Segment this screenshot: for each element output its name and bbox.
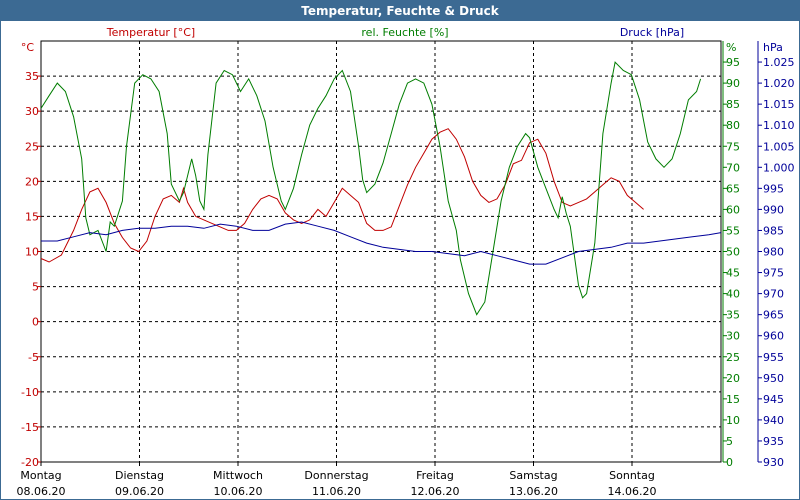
temp-axis-title: Temperatur [°C]	[106, 26, 195, 39]
press-tick-label: 985	[763, 224, 784, 237]
press-tick-label: 1.005	[763, 140, 795, 153]
series-lines	[40, 61, 722, 316]
hum-tick-label: 15	[726, 393, 740, 406]
temp-tick-label: 35	[25, 70, 39, 83]
press-tick-label: 970	[763, 288, 784, 301]
x-tick-date: 13.06.20	[509, 485, 558, 498]
temp-tick-label: -15	[21, 421, 39, 434]
temp-tick-label: 10	[25, 246, 39, 259]
hum-tick-label: 80	[726, 119, 740, 132]
press-tick-label: 980	[763, 246, 784, 259]
hum-tick-label: 25	[726, 351, 740, 364]
chart-title: Temperatur, Feuchte & Druck	[1, 1, 799, 21]
press-tick-label: 945	[763, 393, 784, 406]
x-tick-day: Freitag	[416, 469, 454, 482]
hum-tick-label: 30	[726, 330, 740, 343]
press-tick-label: 1.010	[763, 119, 795, 132]
hum-tick-label: 20	[726, 372, 740, 385]
hum-tick-label: 35	[726, 309, 740, 322]
hum-tick-label: 60	[726, 203, 740, 216]
hum-tick-label: 85	[726, 98, 740, 111]
hum-tick-label: 45	[726, 267, 740, 280]
hum-unit: %	[726, 41, 736, 54]
temp-tick-label: -5	[28, 351, 39, 364]
temp-tick-label: -20	[21, 456, 39, 469]
press-tick-label: 930	[763, 456, 784, 469]
temp-tick-label: 25	[25, 140, 39, 153]
hum-tick-label: 0	[726, 456, 733, 469]
humidity-line	[40, 61, 702, 316]
x-tick-day: Mittwoch	[213, 469, 263, 482]
press-unit: hPa	[763, 41, 783, 54]
temp-tick-label: 20	[25, 175, 39, 188]
press-tick-label: 995	[763, 182, 784, 195]
x-tick-date: 11.06.20	[312, 485, 361, 498]
hum-tick-label: 10	[726, 414, 740, 427]
hum-tick-label: 50	[726, 246, 740, 259]
x-tick-date: 09.06.20	[115, 485, 164, 498]
x-tick-day: Donnerstag	[304, 469, 368, 482]
pressure-line	[41, 221, 722, 265]
press-axis-title: Druck [hPa]	[620, 26, 684, 39]
hum-tick-label: 55	[726, 224, 740, 237]
temp-tick-label: -10	[21, 386, 39, 399]
x-tick-day: Samstag	[509, 469, 557, 482]
axes	[37, 40, 762, 466]
press-tick-label: 965	[763, 309, 784, 322]
x-tick-day: Dienstag	[115, 469, 164, 482]
press-tick-label: 960	[763, 330, 784, 343]
hum-tick-label: 70	[726, 161, 740, 174]
temperature-line	[40, 128, 644, 263]
temp-tick-label: 5	[32, 281, 39, 294]
temp-tick-label: 15	[25, 210, 39, 223]
press-tick-label: 940	[763, 414, 784, 427]
press-tick-label: 1.025	[763, 56, 795, 69]
press-tick-label: 950	[763, 372, 784, 385]
x-tick-date: 08.06.20	[17, 485, 66, 498]
temp-tick-label: 30	[25, 105, 39, 118]
hum-axis-title: rel. Feuchte [%]	[361, 26, 448, 39]
temp-tick-label: 0	[32, 316, 39, 329]
hum-tick-label: 5	[726, 435, 733, 448]
press-tick-label: 955	[763, 351, 784, 364]
hum-tick-label: 75	[726, 140, 740, 153]
x-tick-date: 10.06.20	[214, 485, 263, 498]
press-tick-label: 1.000	[763, 161, 795, 174]
hum-tick-label: 95	[726, 56, 740, 69]
hum-tick-label: 90	[726, 77, 740, 90]
temp-unit: °C	[21, 41, 35, 54]
press-tick-label: 935	[763, 435, 784, 448]
press-tick-label: 975	[763, 267, 784, 280]
press-tick-label: 1.015	[763, 98, 795, 111]
grid	[41, 41, 721, 462]
hum-tick-label: 65	[726, 182, 740, 195]
hum-tick-label: 40	[726, 288, 740, 301]
press-tick-label: 990	[763, 203, 784, 216]
x-tick-date: 12.06.20	[411, 485, 460, 498]
press-tick-label: 1.020	[763, 77, 795, 90]
x-tick-day: Montag	[20, 469, 61, 482]
x-tick-date: 14.06.20	[608, 485, 657, 498]
x-tick-day: Sonntag	[609, 469, 655, 482]
